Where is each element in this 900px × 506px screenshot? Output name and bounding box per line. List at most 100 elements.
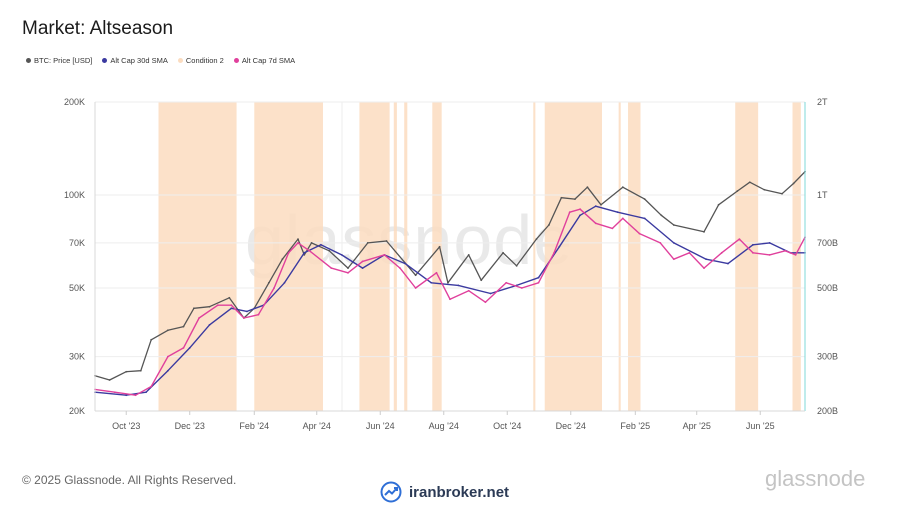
- point-alt-cap-7d-sma-12: [287, 251, 290, 254]
- brand-label: iranbroker.net: [409, 483, 510, 501]
- chart-plot[interactable]: 20K 30K 50K 70K 100K 200K 200B 300B 500B 700B 1T 2T…: [0, 0, 900, 440]
- x-tick-dec-24: Dec '24: [556, 421, 586, 431]
- point-btc-price-usd-6: [182, 325, 185, 328]
- point-alt-cap-30d-sma-26: [672, 241, 675, 244]
- legend-swatch-condition-2: [177, 58, 183, 63]
- point-alt-cap-7d-sma-2: [134, 394, 137, 397]
- y-right-tick-500b: 500B: [817, 283, 838, 293]
- point-alt-cap-30d-sma-15: [404, 262, 407, 265]
- point-alt-cap-7d-sma-6: [198, 317, 201, 319]
- point-alt-cap-30d-sma-30: [768, 241, 771, 244]
- trend-chart-icon: [380, 481, 402, 503]
- point-alt-cap-7d-sma-32: [611, 227, 614, 230]
- point-btc-price-usd-1: [108, 379, 111, 381]
- point-alt-cap-7d-sma-36: [672, 258, 675, 261]
- point-btc-price-usd-18: [347, 267, 349, 270]
- condition-band-10: [735, 102, 759, 411]
- point-alt-cap-30d-sma-20: [537, 276, 540, 279]
- point-alt-cap-7d-sma-29: [568, 211, 571, 214]
- point-alt-cap-30d-sma-4: [188, 347, 191, 349]
- point-alt-cap-7d-sma-19: [399, 267, 401, 270]
- point-btc-price-usd-42: [763, 188, 766, 191]
- legend-item-alt-cap-30d[interactable]: Alt Cap 30d SMA: [102, 56, 168, 65]
- point-alt-cap-7d-sma-28: [553, 251, 556, 254]
- legend-item-condition-2[interactable]: Condition 2: [177, 56, 224, 65]
- copyright-text: © 2025 Glassnode. All Rights Reserved.: [22, 473, 237, 487]
- point-btc-price-usd-35: [643, 198, 646, 201]
- y-left-tick-100k: 100K: [64, 190, 85, 200]
- condition-band-11: [792, 102, 801, 411]
- x-tick-feb-25: Feb '25: [620, 421, 650, 431]
- point-btc-price-usd-5: [166, 329, 169, 332]
- glassnode-logo[interactable]: glassnode: [765, 466, 866, 491]
- point-alt-cap-30d-sma-10: [303, 251, 306, 254]
- point-btc-price-usd-37: [672, 224, 675, 226]
- condition-band-6: [533, 102, 536, 411]
- condition-band-7: [544, 102, 602, 411]
- y-right-tick-200b: 200B: [817, 406, 838, 416]
- point-alt-cap-7d-sma-11: [273, 287, 275, 289]
- point-alt-cap-7d-sma-42: [768, 254, 771, 256]
- point-alt-cap-30d-sma-9: [283, 281, 286, 284]
- point-btc-price-usd-32: [586, 186, 589, 189]
- legend-item-alt-cap-7d[interactable]: Alt Cap 7d SMA: [233, 56, 295, 65]
- point-alt-cap-7d-sma-35: [659, 241, 662, 244]
- point-alt-cap-30d-sma-22: [579, 214, 582, 217]
- point-alt-cap-30d-sma-7: [246, 310, 248, 313]
- series-lines: [94, 170, 806, 397]
- series-line-alt-cap-7d-sma[interactable]: [94, 208, 806, 396]
- x-tick-apr-24: Apr '24: [303, 421, 331, 431]
- point-alt-cap-7d-sma-38: [703, 267, 705, 270]
- point-alt-cap-7d-sma-22: [449, 298, 451, 301]
- point-btc-price-usd-41: [748, 181, 751, 184]
- point-alt-cap-7d-sma-14: [308, 249, 311, 252]
- series-line-btc-price-usd[interactable]: [94, 171, 806, 381]
- point-alt-cap-30d-sma-23: [594, 205, 597, 208]
- point-alt-cap-7d-sma-1: [113, 391, 116, 394]
- point-btc-price-usd-3: [139, 369, 142, 372]
- point-btc-price-usd-39: [717, 203, 720, 206]
- point-alt-cap-30d-sma-29: [752, 243, 754, 246]
- y-left-tick-200k: 200K: [64, 97, 85, 107]
- point-alt-cap-7d-sma-26: [520, 287, 523, 289]
- point-alt-cap-30d-sma-11: [320, 243, 322, 246]
- y-right-tick-1t: 1T: [817, 190, 828, 200]
- x-tick-jun-24: Jun '24: [366, 421, 395, 431]
- iranbroker-brand[interactable]: iranbroker.net: [380, 481, 509, 503]
- point-alt-cap-30d-sma-3: [166, 369, 169, 372]
- x-tick-oct-23: Oct '23: [112, 421, 140, 431]
- point-btc-price-usd-30: [560, 196, 563, 199]
- point-btc-price-usd-31: [574, 198, 576, 201]
- x-tick-feb-24: Feb '24: [239, 421, 269, 431]
- point-alt-cap-30d-sma-16: [430, 281, 433, 284]
- x-tick-apr-25: Apr '25: [683, 421, 711, 431]
- condition-band-0: [158, 102, 237, 411]
- point-btc-price-usd-25: [480, 279, 483, 282]
- point-alt-cap-7d-sma-20: [414, 287, 417, 289]
- point-btc-price-usd-24: [467, 254, 470, 256]
- point-alt-cap-7d-sma-34: [638, 232, 641, 235]
- point-btc-price-usd-38: [703, 230, 705, 233]
- point-btc-price-usd-21: [414, 274, 417, 277]
- legend-swatch-alt-cap-7d: [233, 58, 239, 63]
- point-alt-cap-7d-sma-17: [361, 260, 364, 263]
- legend-swatch-btc-price: [26, 58, 31, 63]
- y-left-tick-30k: 30K: [69, 352, 85, 362]
- point-btc-price-usd-26: [502, 251, 504, 254]
- y-left-tick-70k: 70K: [69, 238, 85, 248]
- point-btc-price-usd-14: [297, 238, 299, 241]
- point-alt-cap-30d-sma-28: [727, 262, 729, 265]
- point-alt-cap-30d-sma-24: [616, 211, 619, 214]
- point-alt-cap-7d-sma-21: [435, 271, 438, 274]
- point-alt-cap-30d-sma-5: [208, 323, 211, 326]
- point-alt-cap-7d-sma-44: [794, 254, 797, 256]
- point-alt-cap-7d-sma-10: [257, 313, 260, 316]
- axes: 20K 30K 50K 70K 100K 200K 200B 300B 500B 700B 1T 2T…: [64, 97, 838, 431]
- point-alt-cap-30d-sma-1: [125, 394, 128, 397]
- point-alt-cap-7d-sma-25: [505, 281, 508, 284]
- point-btc-price-usd-4: [150, 338, 153, 341]
- legend-item-btc-price[interactable]: BTC: Price [USD]: [26, 56, 92, 65]
- point-btc-price-usd-34: [621, 186, 624, 189]
- condition-band-2: [359, 102, 390, 411]
- legend: BTC: Price [USD] Alt Cap 30d SMA Conditi…: [26, 56, 295, 65]
